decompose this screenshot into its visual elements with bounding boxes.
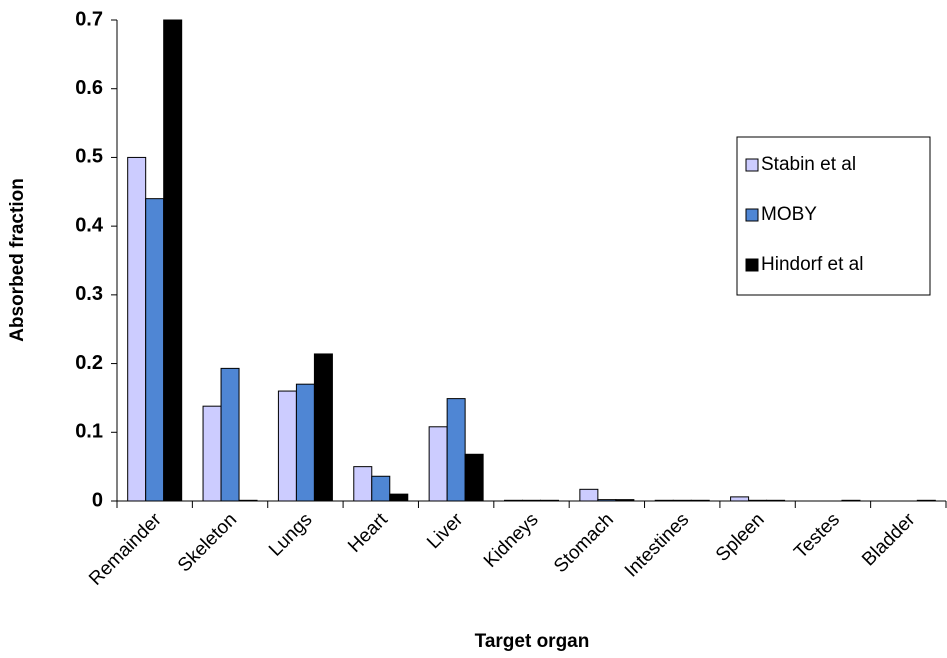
legend-swatch (745, 208, 759, 222)
bar (579, 488, 599, 502)
x-tick-label: Kidneys (480, 509, 543, 572)
bar (522, 499, 541, 502)
legend-label: MOBY (761, 204, 817, 225)
legend-label: Stabin et al (761, 154, 856, 175)
y-tick-label: 0.6 (75, 77, 103, 99)
bar (766, 499, 786, 502)
bar (238, 499, 258, 502)
y-tick-label: 0.2 (75, 352, 103, 374)
bar (841, 499, 861, 502)
x-tick-label: Remainder (85, 509, 166, 590)
bar (127, 156, 147, 502)
x-axis-title: Target organ (475, 631, 590, 652)
bar (672, 499, 692, 502)
y-tick-label: 0.5 (75, 146, 103, 168)
bar (295, 383, 315, 502)
y-tick-label: 0.1 (75, 421, 103, 443)
y-tick-label: 0 (92, 489, 103, 511)
x-tick-label: Testes (790, 509, 844, 563)
bar (202, 405, 222, 502)
x-tick-label: Skeleton (174, 509, 241, 576)
bar (220, 367, 240, 502)
bar (389, 493, 409, 502)
y-axis-title: Absorbed fraction (7, 178, 28, 342)
legend-swatch (745, 258, 759, 272)
bar (748, 499, 768, 502)
x-tick-label: Heart (344, 509, 392, 557)
bar (504, 499, 523, 502)
bar (145, 198, 165, 502)
bar (313, 353, 333, 502)
x-tick-label: Spleen (712, 509, 769, 566)
bar (464, 453, 484, 502)
legend-swatch (745, 158, 759, 172)
x-tick-label: Lungs (265, 509, 316, 560)
bar (730, 496, 750, 502)
y-tick-label: 0.7 (75, 8, 103, 30)
x-tick-label: Bladder (858, 509, 920, 571)
bar (428, 426, 448, 502)
bar (353, 466, 373, 502)
legend-label: Hindorf et al (761, 254, 863, 275)
bar (163, 19, 183, 502)
y-tick-label: 0.4 (75, 214, 104, 236)
bar (615, 499, 635, 502)
legend-box (736, 136, 931, 296)
y-tick-label: 0.3 (75, 283, 103, 305)
bar (446, 398, 466, 502)
bar (277, 390, 297, 502)
x-tick-label: Liver (423, 509, 467, 553)
bar (690, 499, 710, 502)
bar (654, 499, 674, 502)
bar (540, 499, 559, 502)
bar (371, 475, 391, 502)
x-tick-label: Stomach (550, 509, 618, 577)
bar (597, 499, 617, 502)
bar (916, 499, 936, 502)
x-tick-label: Intestines (621, 509, 693, 581)
